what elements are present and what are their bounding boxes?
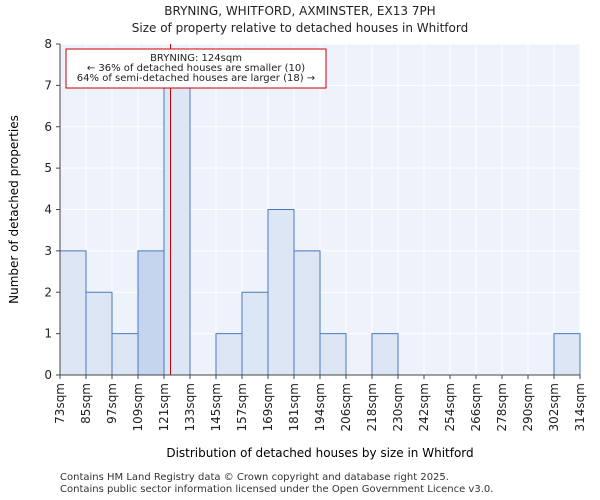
bar-302sqm — [553, 333, 581, 376]
chart-subtitle: Size of property relative to detached ho… — [131, 21, 469, 35]
x-tick-labels: 73sqm 85sqm 97sqm 109sqm 121sqm 133sqm 145sqm 1… — [53, 375, 587, 431]
x-tick-label: 194sqm — [313, 383, 327, 431]
x-tick-label: 109sqm — [131, 383, 145, 431]
bar-145sqm — [215, 333, 243, 376]
x-tick-label: 121sqm — [157, 383, 171, 431]
footer-line-1: Contains HM Land Registry data © Crown c… — [60, 472, 449, 483]
x-tick-label: 157sqm — [235, 383, 249, 431]
bar-121sqm — [163, 84, 191, 376]
annotation-line-3: 64% of semi-detached houses are larger (… — [77, 73, 315, 84]
y-tick-label: 1 — [44, 327, 52, 341]
x-tick-label: 73sqm — [53, 383, 67, 424]
annotation-line-1: BRYNING: 124sqm — [150, 53, 242, 64]
x-tick-label: 145sqm — [209, 383, 223, 431]
x-tick-label: 254sqm — [443, 383, 457, 431]
x-tick-label: 218sqm — [365, 383, 379, 431]
annotation-box: BRYNING: 124sqm ← 36% of detached houses… — [65, 48, 327, 89]
bar-169sqm — [267, 209, 295, 376]
bar-97sqm — [111, 333, 139, 376]
y-tick-label: 0 — [44, 368, 52, 382]
y-tick-label: 6 — [44, 120, 52, 134]
y-tick-label: 5 — [44, 161, 52, 175]
y-tick-labels: 0 1 2 3 4 5 6 7 8 — [44, 37, 60, 382]
y-tick-label: 8 — [44, 37, 52, 51]
x-tick-label: 181sqm — [287, 383, 301, 431]
x-tick-label: 133sqm — [183, 383, 197, 431]
bar-109sqm — [137, 250, 165, 376]
bar-157sqm — [241, 291, 269, 376]
annotation-line-2: ← 36% of detached houses are smaller (10… — [87, 63, 305, 74]
x-tick-label: 290sqm — [521, 383, 535, 431]
bar-181sqm — [293, 250, 321, 376]
bar-218sqm — [371, 333, 399, 376]
x-axis-label: Distribution of detached houses by size … — [166, 446, 473, 460]
bar-85sqm — [85, 291, 113, 376]
x-tick-label: 206sqm — [339, 383, 353, 431]
x-tick-label: 266sqm — [469, 383, 483, 431]
y-tick-label: 3 — [44, 244, 52, 258]
x-tick-label: 85sqm — [79, 383, 93, 424]
chart-title: BRYNING, WHITFORD, AXMINSTER, EX13 7PH — [164, 4, 436, 18]
x-tick-label: 230sqm — [391, 383, 405, 431]
y-tick-label: 7 — [44, 78, 52, 92]
y-tick-label: 2 — [44, 285, 52, 299]
x-tick-label: 169sqm — [261, 383, 275, 431]
y-tick-label: 4 — [44, 203, 52, 217]
y-axis-label: Number of detached properties — [7, 115, 21, 304]
x-tick-label: 242sqm — [417, 383, 431, 431]
bar-194sqm — [319, 333, 347, 376]
x-tick-label: 314sqm — [573, 383, 587, 431]
bars — [59, 84, 581, 376]
x-tick-label: 278sqm — [495, 383, 509, 431]
footer-line-2: Contains public sector information licen… — [60, 484, 494, 495]
bar-73sqm — [59, 250, 87, 376]
x-tick-label: 302sqm — [547, 383, 561, 431]
x-tick-label: 97sqm — [105, 383, 119, 424]
